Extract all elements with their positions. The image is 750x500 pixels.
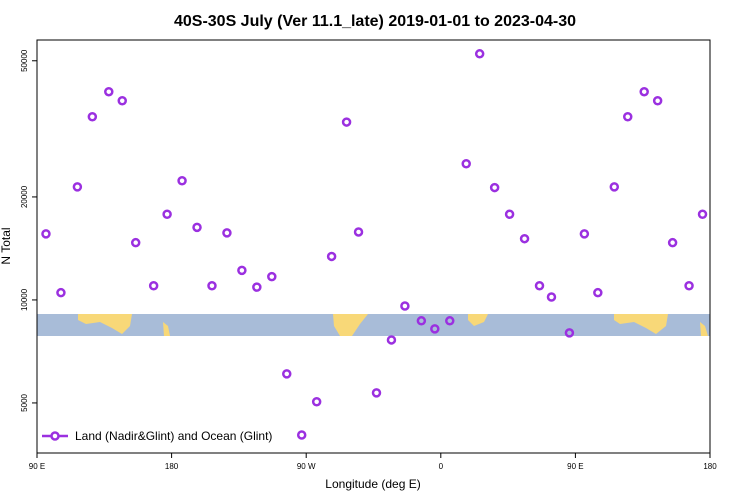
point [252,282,262,292]
point [311,397,322,407]
point [87,112,98,122]
legend-label: Land (Nadir&Glint) and Ocean (Glint) [75,429,272,443]
point [667,237,678,248]
point [504,209,515,219]
chart-title: 40S-30S July (Ver 11.1_late) 2019-01-01 … [174,13,576,30]
point [326,251,337,262]
point [177,176,187,186]
y-tick-label: 5000 [20,393,29,411]
point [400,301,410,311]
point [117,96,127,106]
x-tick-label: 180 [165,462,179,471]
point [684,281,694,291]
point [56,287,66,298]
y-tick-label: 50000 [20,49,29,72]
point [639,86,649,97]
point [474,49,485,59]
x-tick-label: 90 E [29,462,45,471]
x-tick-label: 180 [703,462,717,471]
point [162,209,172,219]
point [534,281,545,291]
point [267,271,277,282]
plot-frame [36,39,711,454]
point [579,229,590,239]
point [652,96,663,106]
point [341,117,352,127]
point [593,287,603,298]
point [697,209,708,219]
point [296,430,307,440]
point [371,388,382,398]
point [489,182,500,193]
point [445,316,455,326]
y-tick-label: 10000 [20,288,29,311]
x-tick-label: 90 E [567,462,583,471]
point [237,265,247,276]
point [192,222,202,233]
point [41,229,51,239]
legend-marker [50,431,60,441]
point [72,182,83,192]
point [519,233,530,244]
point [386,335,397,345]
x-axis-label: Longitude (deg E) [325,477,420,491]
point [148,281,159,291]
point [564,328,575,338]
y-axis-label: N Total [0,227,13,264]
point [546,292,557,302]
point [609,182,620,192]
point [353,227,364,237]
point [430,324,440,334]
point [282,369,292,379]
point [130,237,141,248]
point [222,228,232,238]
x-tick-label: 0 [439,462,444,471]
point [207,281,217,291]
point [104,86,114,97]
point [622,112,633,122]
x-tick-label: 90 W [297,462,316,471]
y-tick-label: 20000 [20,185,29,208]
map-strip [37,314,710,336]
point [461,159,471,169]
point [416,316,427,326]
